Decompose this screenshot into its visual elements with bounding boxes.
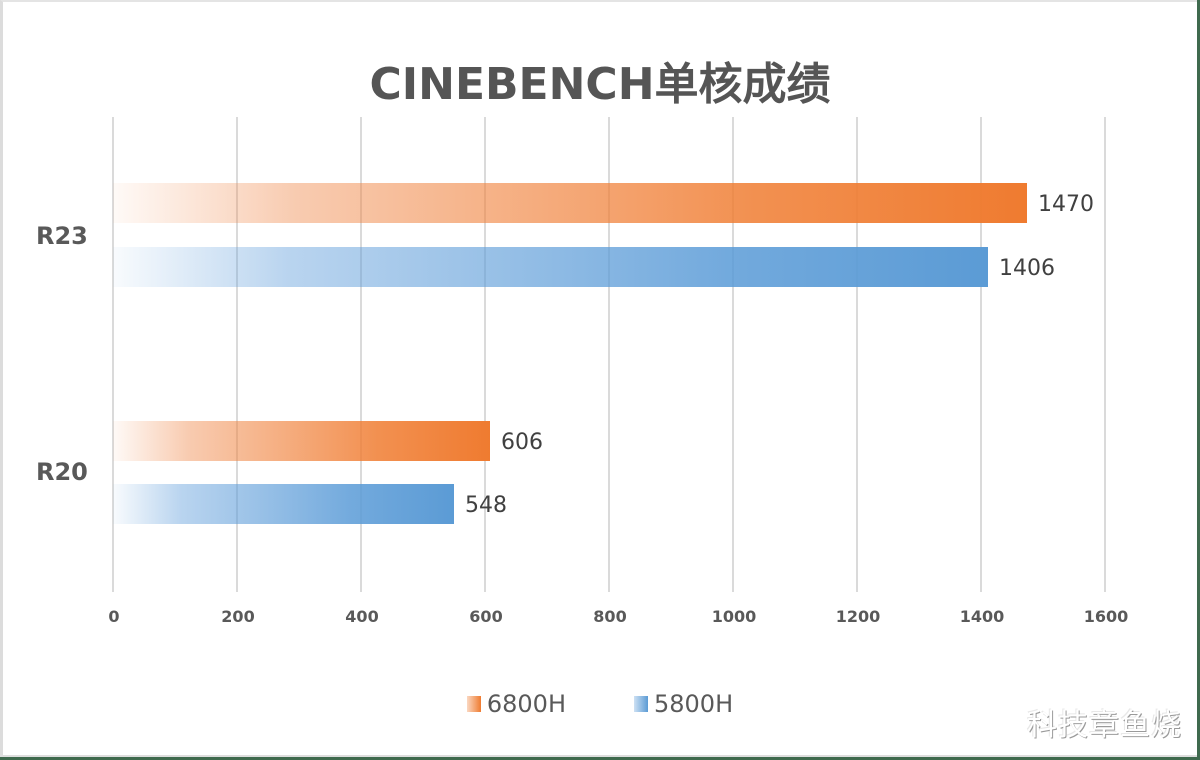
legend-label-5800h: 5800H bbox=[654, 690, 734, 718]
gridline-600 bbox=[484, 117, 486, 592]
gridline-200 bbox=[236, 117, 238, 592]
legend-item-6800h[interactable]: 6800H bbox=[466, 690, 566, 718]
legend: 6800H 5800H bbox=[0, 690, 1200, 718]
legend-swatch-blue-icon bbox=[634, 696, 648, 712]
bar-r20-6800h bbox=[113, 421, 490, 461]
gridline-400 bbox=[360, 117, 362, 592]
x-tick-1000: 1000 bbox=[711, 607, 757, 626]
frame-bottom-edge bbox=[0, 757, 1200, 760]
x-tick-200: 200 bbox=[221, 607, 255, 626]
legend-swatch-orange-icon bbox=[466, 696, 481, 712]
frame-bottom-line bbox=[0, 755, 1197, 757]
gridline-1600 bbox=[1104, 117, 1106, 592]
gridline-0 bbox=[112, 117, 114, 592]
legend-item-5800h[interactable]: 5800H bbox=[634, 690, 733, 718]
frame-right-edge bbox=[1197, 0, 1200, 760]
value-label-r23-5800h: 1406 bbox=[999, 256, 1055, 281]
value-label-r20-6800h: 606 bbox=[501, 430, 543, 455]
x-tick-1400: 1400 bbox=[959, 607, 1005, 626]
bar-r20-5800h bbox=[113, 484, 454, 524]
plot-area: 1470 1406 606 548 bbox=[112, 117, 1106, 592]
bar-r23-6800h bbox=[113, 183, 1027, 223]
gridline-800 bbox=[608, 117, 610, 592]
gridline-1000 bbox=[732, 117, 734, 592]
value-label-r20-5800h: 548 bbox=[465, 493, 507, 518]
watermark: 科技章鱼烧 bbox=[1027, 708, 1182, 743]
gridline-1400 bbox=[980, 117, 982, 592]
x-tick-400: 400 bbox=[345, 607, 379, 626]
x-tick-800: 800 bbox=[593, 607, 627, 626]
value-label-r23-6800h: 1470 bbox=[1038, 192, 1094, 217]
category-label-r20: R20 bbox=[36, 458, 88, 486]
chart-title: CINEBENCH单核成绩 bbox=[369, 59, 831, 110]
x-tick-1200: 1200 bbox=[835, 607, 881, 626]
bar-r23-5800h bbox=[113, 247, 988, 287]
x-tick-600: 600 bbox=[469, 607, 503, 626]
gridline-1200 bbox=[856, 117, 858, 592]
x-tick-1600: 1600 bbox=[1083, 607, 1129, 626]
legend-label-6800h: 6800H bbox=[486, 690, 566, 718]
category-label-r23: R23 bbox=[36, 222, 88, 250]
x-tick-0: 0 bbox=[108, 607, 120, 626]
